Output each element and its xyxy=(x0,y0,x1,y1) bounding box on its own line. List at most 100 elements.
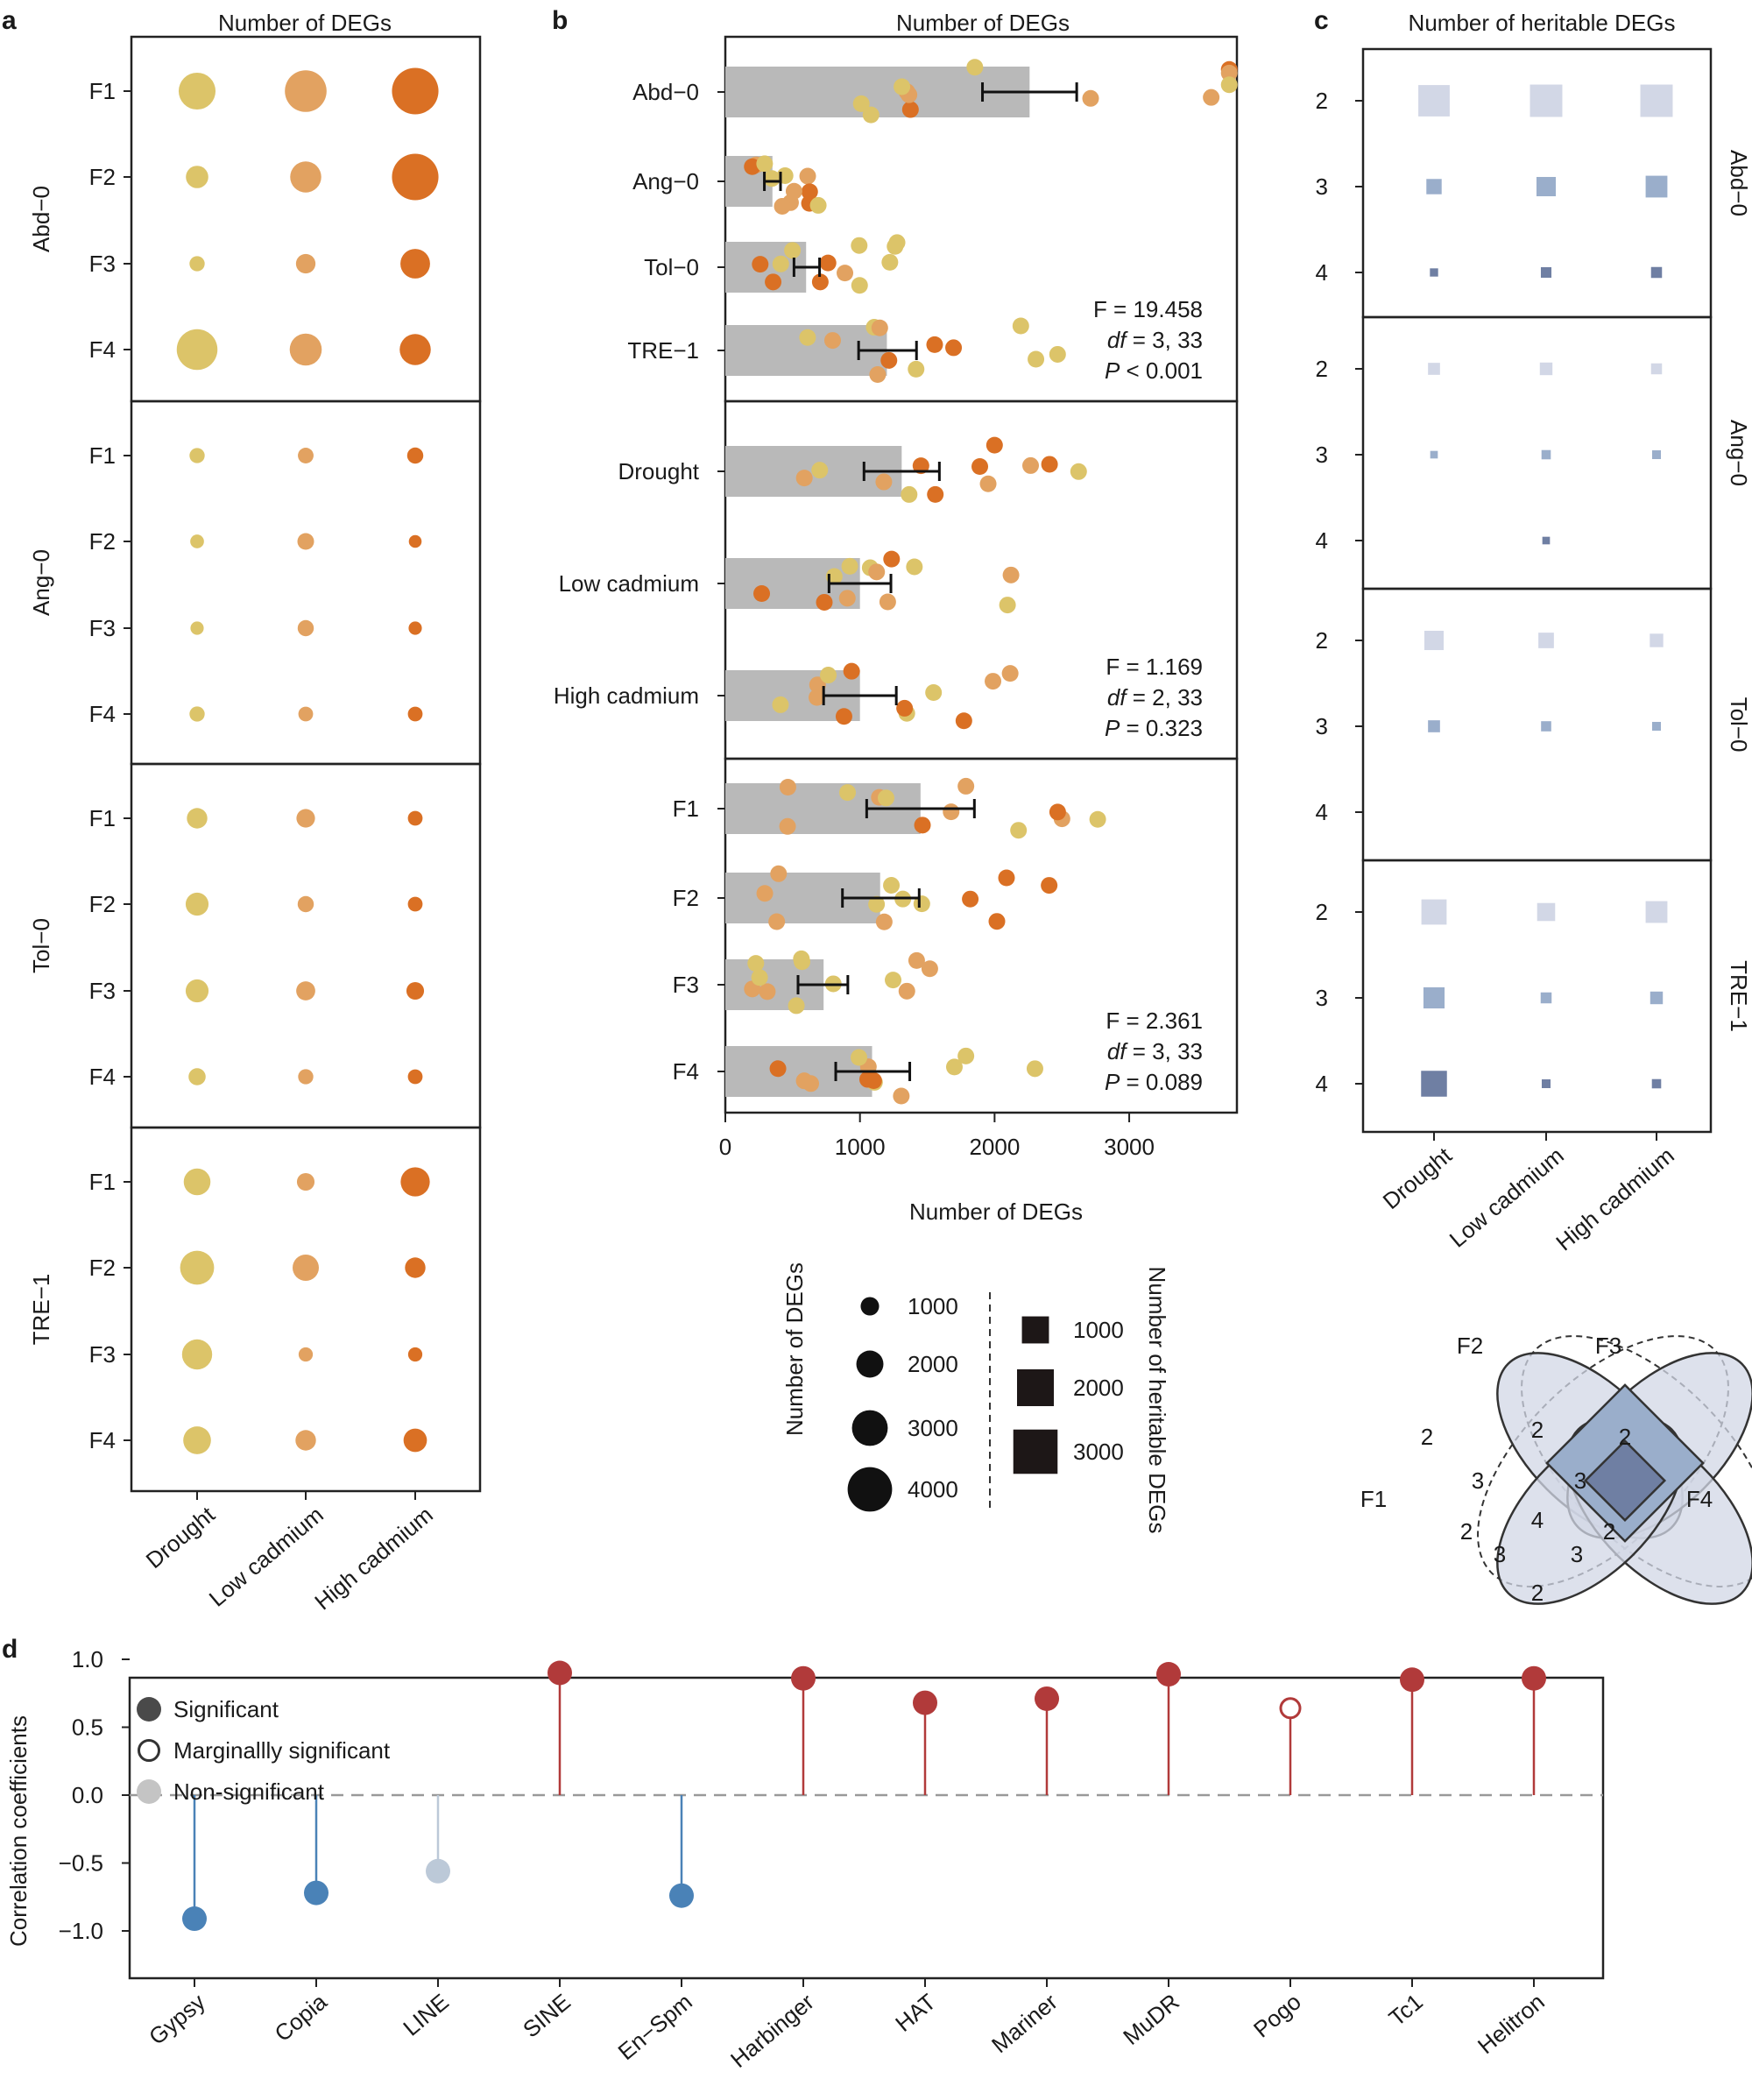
panel-b-point xyxy=(795,1072,813,1090)
panel-b-point xyxy=(809,689,826,706)
panel-a-bubble xyxy=(295,1430,316,1451)
panel-b-point xyxy=(779,778,796,795)
panel-c-row-label: 3 xyxy=(1316,985,1328,1011)
panel-b-point xyxy=(998,869,1015,887)
panel-b-stat-p: P = 0.089 xyxy=(1105,1069,1203,1095)
size-legend: Number of DEGs Number of heritable DEGs … xyxy=(781,1262,1170,1533)
venn-count: 2 xyxy=(1531,1417,1544,1443)
panel-b-point xyxy=(908,360,925,378)
panel-b-stat-df-value: = 2, 33 xyxy=(1127,684,1203,711)
panel-b-point xyxy=(772,696,789,713)
panel-a-bubble xyxy=(296,981,315,1001)
panel-a-bubble xyxy=(408,534,422,548)
panel-a-bubble xyxy=(399,334,431,365)
panel-b-point xyxy=(927,485,944,503)
panel-c-square xyxy=(1421,899,1447,925)
panel-a-genotype-label: Ang−0 xyxy=(28,549,54,616)
panel-d-legend-marker xyxy=(137,1779,161,1804)
panel-b-point xyxy=(885,972,902,989)
panel-b-point xyxy=(1002,566,1020,583)
panel-c-square xyxy=(1650,363,1663,375)
panel-a-row-label: F2 xyxy=(89,1255,116,1281)
panel-b-point xyxy=(966,59,984,76)
panel-b-point xyxy=(1049,803,1066,821)
lollipop-head xyxy=(304,1880,328,1906)
panel-b-stat-p: P < 0.001 xyxy=(1105,357,1203,384)
panel-b-point xyxy=(851,237,868,254)
panel-a-bubble xyxy=(183,1168,211,1196)
panel-d-legend-marker xyxy=(138,1739,160,1762)
panel-b-point xyxy=(894,78,911,95)
panel-c-genotype-label: TRE−1 xyxy=(1726,960,1752,1032)
panel-b-stat-df: df = 3, 33 xyxy=(1107,1038,1203,1064)
panel-b-stat-p-label: P xyxy=(1105,1069,1120,1095)
panel-d-x-label: MuDR xyxy=(1118,1989,1184,2050)
panel-b-point xyxy=(809,196,827,214)
panel-a-bubble xyxy=(406,447,424,464)
panel-b-stat-f: F = 1.169 xyxy=(1106,654,1203,680)
panel-c-square xyxy=(1418,85,1450,117)
panel-d-x-label: HAT xyxy=(890,1989,941,2037)
panel-a-bubble xyxy=(296,809,315,828)
panel-b-point xyxy=(858,1071,876,1088)
panel-a-bubble xyxy=(189,256,205,272)
panel-b-point xyxy=(988,913,1006,930)
panel-c-row-label: 4 xyxy=(1316,259,1328,286)
panel-d-x-label: LINE xyxy=(398,1989,454,2041)
panel-b-point xyxy=(784,242,802,259)
panel-b-point xyxy=(765,273,782,291)
panel-a-bubble xyxy=(405,1257,426,1278)
panel-a-bubble xyxy=(183,1426,211,1454)
panel-c-square xyxy=(1541,449,1551,460)
panel-a-bubble xyxy=(290,161,321,193)
panel-a-bubble xyxy=(185,979,209,1003)
panel-c-square-chart: Abd−0234Ang−0234Tol−0234TRE−1234DroughtL… xyxy=(1316,47,1752,1255)
panel-b-stat-df-label: df xyxy=(1107,1038,1128,1064)
panel-b-x-tick-label: 0 xyxy=(719,1134,731,1160)
panel-a-row-label: F1 xyxy=(89,78,116,104)
panel-b-point xyxy=(768,913,786,930)
panel-b-title: Number of DEGs xyxy=(896,10,1070,36)
panel-b-point xyxy=(926,336,943,353)
panel-b-point xyxy=(799,329,816,346)
lollipop-head xyxy=(913,1690,937,1715)
panel-b-point xyxy=(893,1087,910,1105)
panel-b-point xyxy=(809,676,826,694)
panel-a-title: Number of DEGs xyxy=(218,10,392,36)
panel-b-bar-label: F1 xyxy=(673,795,699,822)
panel-b-point xyxy=(1028,350,1045,368)
panel-b-point xyxy=(921,960,938,978)
panel-a-row-label: F1 xyxy=(89,1169,116,1195)
lollipop-head xyxy=(669,1883,694,1908)
panel-b-stat-df-value: = 3, 33 xyxy=(1127,327,1203,353)
panel-b-point xyxy=(1022,456,1040,474)
panel-c-square xyxy=(1536,176,1557,197)
panel-b-stat-f: F = 19.458 xyxy=(1093,296,1203,322)
legend-circle xyxy=(856,1350,884,1378)
panel-b-point xyxy=(945,1058,963,1076)
venn-core-region xyxy=(1583,1439,1667,1523)
panel-a-bubble xyxy=(297,619,314,637)
panel-a-bubble xyxy=(188,1068,206,1085)
panel-d-x-label: Gypsy xyxy=(144,1989,210,2050)
panel-a-bubble xyxy=(407,810,423,826)
panel-b-point xyxy=(925,684,943,702)
panel-b-bar-label: High cadmium xyxy=(554,682,699,709)
panel-c-row-label: 2 xyxy=(1316,899,1328,925)
panel-c-square xyxy=(1423,986,1445,1009)
panel-c-square xyxy=(1539,362,1553,376)
panel-a-bubble xyxy=(293,1255,319,1281)
panel-a-bubble xyxy=(392,153,439,201)
panel-letter-d: d xyxy=(2,1635,18,1664)
panel-c-square xyxy=(1430,268,1438,277)
panel-b-point xyxy=(823,332,841,350)
panel-d-y-tick-label: 0.0 xyxy=(72,1782,103,1808)
panel-b-stat-p-label: P xyxy=(1105,715,1120,741)
panel-b-stat-p-label: P xyxy=(1105,357,1120,384)
panel-b-point xyxy=(799,167,816,185)
panel-c-row-label: 2 xyxy=(1316,356,1328,382)
panel-a-bubble xyxy=(407,1347,423,1362)
venn-count: 3 xyxy=(1571,1541,1583,1567)
panel-letter-b: b xyxy=(552,6,568,35)
panel-c-row-label: 4 xyxy=(1316,799,1328,825)
